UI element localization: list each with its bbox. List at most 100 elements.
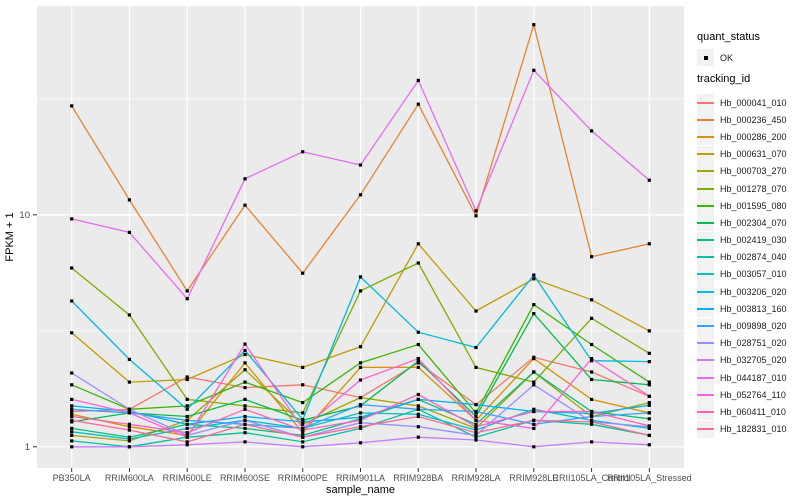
legend-key-swatch — [697, 317, 714, 335]
series-color-line-icon — [697, 118, 714, 121]
legend-entry-label: Hb_003813_160 — [720, 303, 787, 314]
data-point-marker — [416, 404, 420, 408]
data-point-marker — [590, 359, 594, 363]
legend-entry: Hb_052764_110 — [697, 386, 787, 404]
data-point-marker — [416, 392, 420, 397]
data-point-marker — [474, 426, 478, 430]
series-color-line-icon — [697, 410, 714, 413]
data-point-marker — [70, 433, 74, 437]
data-point-marker — [358, 425, 363, 429]
data-point-marker — [647, 426, 651, 430]
data-point-marker — [185, 407, 189, 411]
legend-key-swatch — [697, 334, 714, 352]
data-point-marker — [590, 357, 594, 361]
legend-entry-label: Hb_000236_450 — [720, 114, 787, 125]
data-point-marker — [127, 230, 131, 234]
data-point-marker — [127, 422, 131, 426]
data-point-marker — [185, 422, 189, 426]
legend-key-swatch — [697, 300, 714, 318]
data-point-marker — [532, 407, 536, 411]
legend-entry-label: Hb_002419_030 — [720, 235, 787, 246]
data-point-marker — [358, 411, 363, 415]
data-point-marker — [70, 445, 74, 449]
legend-entry-label: Hb_001595_080 — [720, 200, 787, 211]
data-point-marker — [590, 370, 594, 374]
data-point-marker — [590, 377, 594, 382]
data-point-marker — [474, 414, 478, 419]
data-point-marker — [647, 394, 651, 398]
data-point-marker — [532, 357, 536, 361]
y-axis-title: FPKM + 1 — [4, 212, 16, 261]
data-point-marker — [185, 431, 189, 435]
data-point-marker — [243, 426, 247, 430]
data-point-marker — [185, 435, 189, 439]
data-point-marker — [532, 370, 536, 374]
x-tick-label: RRIM600LA — [105, 473, 154, 483]
data-point-marker — [474, 214, 478, 218]
data-point-marker — [647, 380, 651, 384]
data-point-marker — [416, 361, 420, 365]
data-point-marker — [127, 439, 131, 443]
data-point-marker — [474, 431, 478, 435]
data-point-marker — [358, 275, 363, 279]
data-point-marker — [70, 404, 74, 408]
data-point-marker — [301, 426, 305, 430]
data-point-marker — [301, 411, 305, 415]
legend-entry-label: OK — [720, 52, 734, 63]
legend-entry-label: Hb_009898_020 — [720, 321, 787, 332]
data-point-marker — [301, 435, 305, 439]
legend-entry: Hb_003813_160 — [697, 300, 787, 318]
data-point-marker — [416, 242, 420, 246]
data-point-marker — [185, 418, 189, 422]
data-point-marker — [416, 102, 420, 106]
data-point-marker — [185, 375, 189, 379]
data-point-marker — [127, 428, 131, 432]
data-point-marker — [243, 431, 247, 435]
data-point-marker — [647, 417, 651, 421]
data-point-marker — [590, 342, 594, 347]
series-color-line-icon — [697, 187, 714, 190]
series-color-line-icon — [697, 221, 714, 224]
data-point-marker — [358, 361, 363, 365]
data-point-marker — [416, 261, 420, 265]
legend-entry: Hb_000041_010 — [697, 94, 787, 112]
data-point-marker — [532, 273, 536, 277]
legend-entry: Hb_000236_450 — [697, 111, 787, 129]
x-tick-label: RRIM600PE — [278, 473, 328, 483]
legend-entry: Hb_028751_020 — [697, 334, 787, 352]
data-point-marker — [358, 396, 363, 400]
data-point-marker — [70, 383, 74, 387]
legend-entry: Hb_044187_010 — [697, 369, 787, 387]
legend-entry-label: Hb_000703_270 — [720, 166, 787, 177]
data-point-marker — [474, 422, 478, 426]
data-point-marker — [532, 312, 536, 316]
legend-entry: Hb_032705_020 — [697, 351, 787, 369]
data-point-marker — [590, 298, 594, 302]
data-point-marker — [416, 414, 420, 419]
data-point-marker — [532, 303, 536, 307]
data-point-marker — [532, 418, 536, 422]
data-point-marker — [532, 68, 536, 72]
data-point-marker — [590, 316, 594, 320]
legend-entry-label: Hb_044187_010 — [720, 372, 787, 383]
x-axis-title: sample_name — [326, 484, 395, 496]
legend-key-swatch — [697, 111, 714, 129]
data-point-marker — [243, 348, 247, 353]
data-point-marker — [70, 217, 74, 221]
data-point-marker — [416, 359, 420, 363]
data-point-marker — [243, 407, 247, 411]
data-point-marker — [358, 365, 363, 369]
data-point-marker — [358, 289, 363, 293]
data-point-marker — [127, 425, 131, 429]
data-point-marker — [647, 403, 651, 407]
data-point-marker — [474, 209, 478, 213]
x-tick-label: RRII105LA_Stressed — [607, 473, 692, 483]
data-point-marker — [243, 203, 247, 207]
legend-entry: Hb_002874_040 — [697, 248, 787, 266]
legend-entry: Hb_009898_020 — [697, 317, 787, 335]
data-point-marker — [532, 277, 536, 281]
series-color-line-icon — [697, 428, 714, 431]
legend-entry: Hb_000286_200 — [697, 128, 787, 146]
data-point-marker — [70, 418, 74, 422]
